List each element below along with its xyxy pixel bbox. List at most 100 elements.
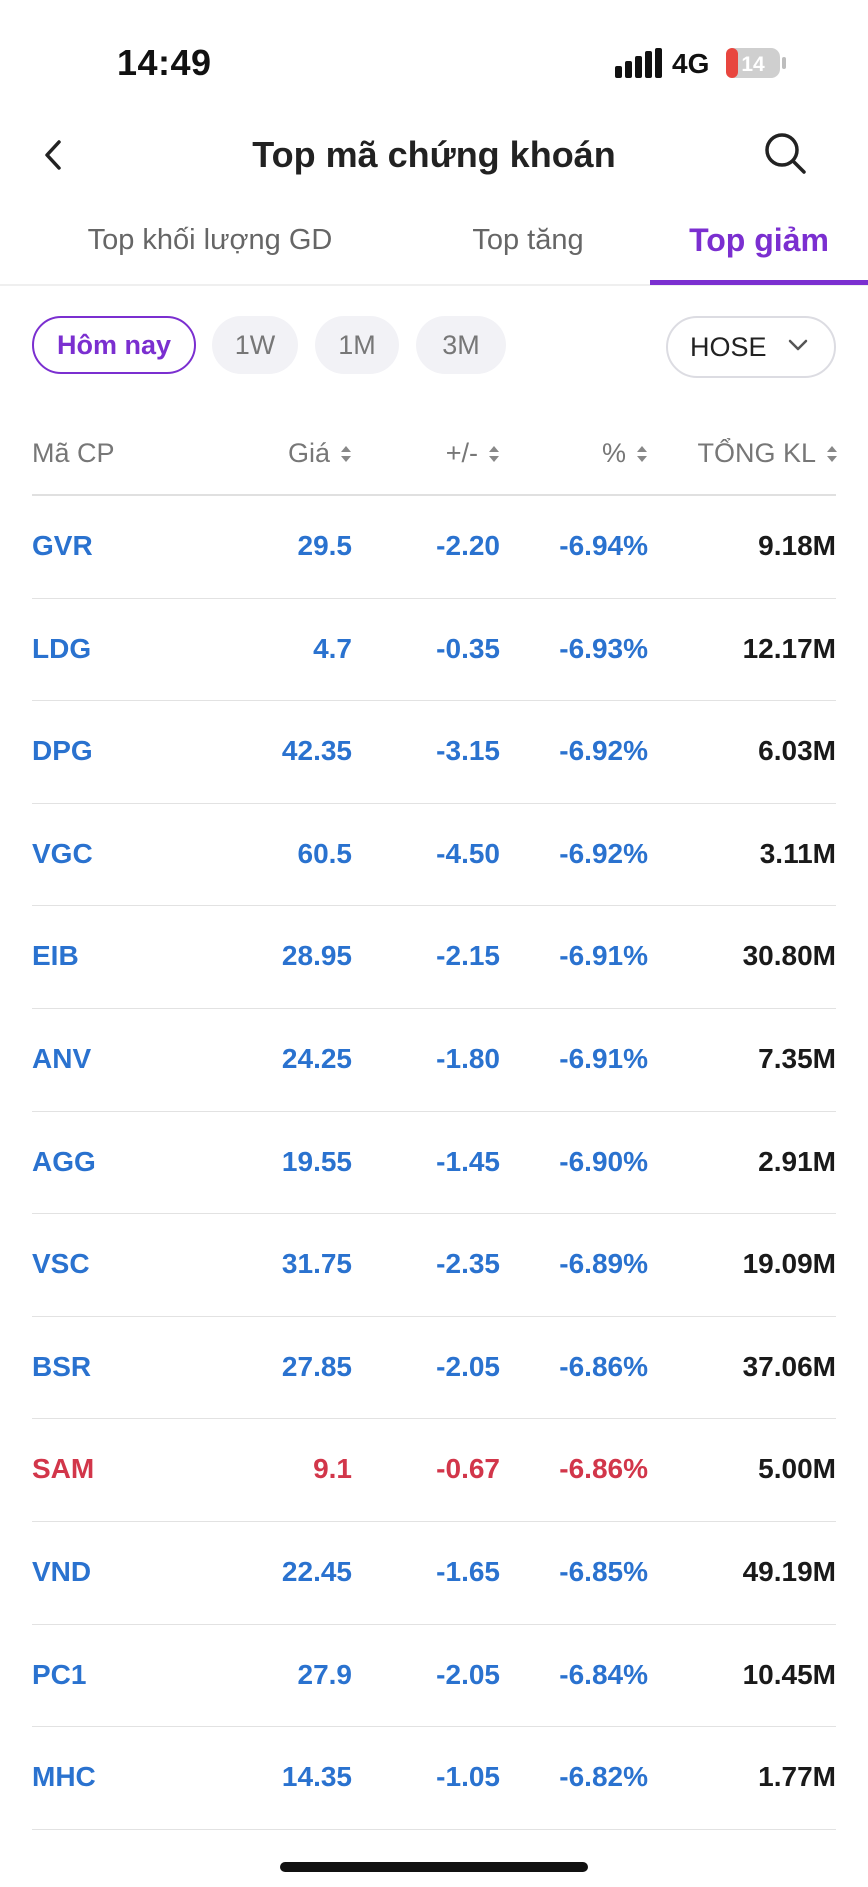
period-today-chip[interactable]: Hôm nay (32, 316, 196, 374)
stock-percent: -6.91% (559, 940, 648, 972)
table-row[interactable]: BSR 27.85 -2.05 -6.86% 37.06M (32, 1317, 836, 1420)
status-time: 14:49 (117, 42, 212, 83)
stock-percent: -6.85% (559, 1555, 648, 1587)
column-header-code: Mã CP (32, 438, 115, 468)
table-row[interactable]: ANV 24.25 -1.80 -6.91% 7.35M (32, 1009, 836, 1112)
table-row[interactable]: PC1 27.9 -2.05 -6.84% 10.45M (32, 1625, 836, 1728)
stock-change: -2.05 (436, 1350, 500, 1382)
stock-price: 60.5 (297, 837, 353, 869)
stock-percent: -6.86% (559, 1453, 648, 1485)
table-row[interactable]: DPG 42.35 -3.15 -6.92% 6.03M (32, 701, 836, 804)
stock-code: PC1 (32, 1658, 87, 1690)
stock-volume: 1.77M (758, 1761, 836, 1793)
status-bar: 14:49 4G 14 (0, 0, 868, 110)
column-header-percent[interactable]: % (602, 438, 648, 469)
stock-price: 27.9 (297, 1658, 353, 1690)
stock-price: 24.25 (281, 1042, 352, 1074)
tab-top-gainers[interactable]: Top tăng (472, 224, 584, 256)
battery-icon: 14 (726, 48, 786, 78)
chevron-down-icon (788, 339, 808, 351)
table-row[interactable]: VGC 60.5 -4.50 -6.92% 3.11M (32, 804, 836, 907)
stock-volume: 12.17M (742, 632, 836, 664)
stock-percent: -6.92% (559, 837, 648, 869)
stock-price: 4.7 (313, 632, 352, 664)
stock-change: -2.05 (436, 1658, 500, 1690)
exchange-value: HOSE (690, 331, 767, 362)
stock-price: 14.35 (281, 1761, 352, 1793)
column-header-price[interactable]: Giá (288, 438, 352, 469)
table-row[interactable]: GVR 29.5 -2.20 -6.94% 9.18M (32, 496, 836, 599)
network-type: 4G (672, 48, 710, 79)
stock-code: GVR (32, 530, 93, 561)
sort-icon (341, 445, 351, 462)
stock-code: VSC (32, 1248, 90, 1280)
table-row[interactable]: SAM 9.1 -0.67 -6.86% 5.00M (32, 1419, 836, 1522)
stock-percent: -6.91% (559, 1042, 648, 1074)
back-button[interactable] (30, 130, 80, 180)
stock-change: -0.67 (436, 1453, 500, 1485)
search-icon (765, 133, 806, 174)
stock-percent: -6.86% (559, 1350, 648, 1382)
exchange-select[interactable]: HOSE (666, 316, 836, 378)
stock-code: DPG (32, 735, 93, 767)
period-1m-chip[interactable]: 1M (315, 316, 399, 374)
filter-bar: Hôm nay 1W 1M 3M HOSE (0, 316, 868, 382)
period-3m-chip[interactable]: 3M (416, 316, 506, 374)
stock-change: -3.15 (436, 735, 500, 767)
stock-volume: 19.09M (742, 1248, 836, 1280)
stock-code: MHC (32, 1761, 96, 1793)
stock-volume: 5.00M (758, 1453, 836, 1485)
active-tab-indicator (650, 280, 868, 285)
stock-price: 31.75 (281, 1248, 352, 1280)
table-row[interactable]: AGG 19.55 -1.45 -6.90% 2.91M (32, 1112, 836, 1215)
stock-volume: 49.19M (742, 1555, 836, 1587)
table-header: Mã CP Giá +/- % TỔNG KL (32, 420, 838, 496)
stock-change: -1.80 (436, 1042, 500, 1074)
period-1w-chip[interactable]: 1W (212, 316, 298, 374)
stock-code: EIB (32, 940, 79, 972)
search-button[interactable] (758, 126, 814, 182)
stock-change: -1.65 (436, 1555, 500, 1587)
stock-percent: -6.90% (559, 1145, 648, 1177)
battery-level: 14 (741, 53, 765, 76)
stock-code: VGC (32, 837, 93, 869)
stock-volume: 9.18M (758, 530, 836, 561)
stock-change: -1.45 (436, 1145, 500, 1177)
table-row[interactable]: VSC 31.75 -2.35 -6.89% 19.09M (32, 1214, 836, 1317)
tab-top-losers[interactable]: Top giảm (689, 222, 829, 258)
stock-percent: -6.82% (559, 1761, 648, 1793)
column-header-volume[interactable]: TỔNG KL (697, 438, 838, 469)
stock-price: 29.5 (297, 530, 353, 561)
sort-icon (827, 445, 837, 462)
stock-code: AGG (32, 1145, 96, 1177)
stock-code: LDG (32, 632, 92, 664)
stock-code: SAM (32, 1453, 95, 1485)
stock-volume: 30.80M (742, 940, 836, 972)
stock-percent: -6.92% (559, 735, 648, 767)
stock-price: 28.95 (281, 940, 352, 972)
table-row[interactable]: VND 22.45 -1.65 -6.85% 49.19M (32, 1522, 836, 1625)
stock-price: 42.35 (281, 735, 352, 767)
page-title: Top mã chứng khoán (252, 134, 616, 175)
stock-price: 19.55 (281, 1145, 352, 1177)
stock-percent: -6.89% (559, 1248, 648, 1280)
stock-price: 27.85 (281, 1350, 352, 1382)
stock-volume: 3.11M (759, 837, 836, 869)
stock-percent: -6.94% (559, 530, 648, 561)
table-row[interactable]: EIB 28.95 -2.15 -6.91% 30.80M (32, 906, 836, 1009)
sort-icon (489, 445, 499, 462)
table-row[interactable]: MHC 14.35 -1.05 -6.82% 1.77M (32, 1727, 836, 1830)
tab-top-volume[interactable]: Top khối lượng GD (87, 224, 333, 256)
table-row[interactable]: LDG 4.7 -0.35 -6.93% 12.17M (32, 599, 836, 702)
stock-volume: 10.45M (742, 1658, 836, 1690)
stock-price: 9.1 (313, 1453, 352, 1485)
column-header-change[interactable]: +/- (446, 438, 500, 469)
stock-code: BSR (32, 1350, 92, 1382)
sort-icon (637, 445, 647, 462)
stock-price: 22.45 (281, 1555, 352, 1587)
stock-percent: -6.93% (559, 632, 648, 664)
stock-change: -2.20 (436, 530, 500, 561)
home-indicator (280, 1862, 588, 1872)
tab-bar: Top khối lượng GD Top tăng Top giảm (0, 210, 868, 286)
